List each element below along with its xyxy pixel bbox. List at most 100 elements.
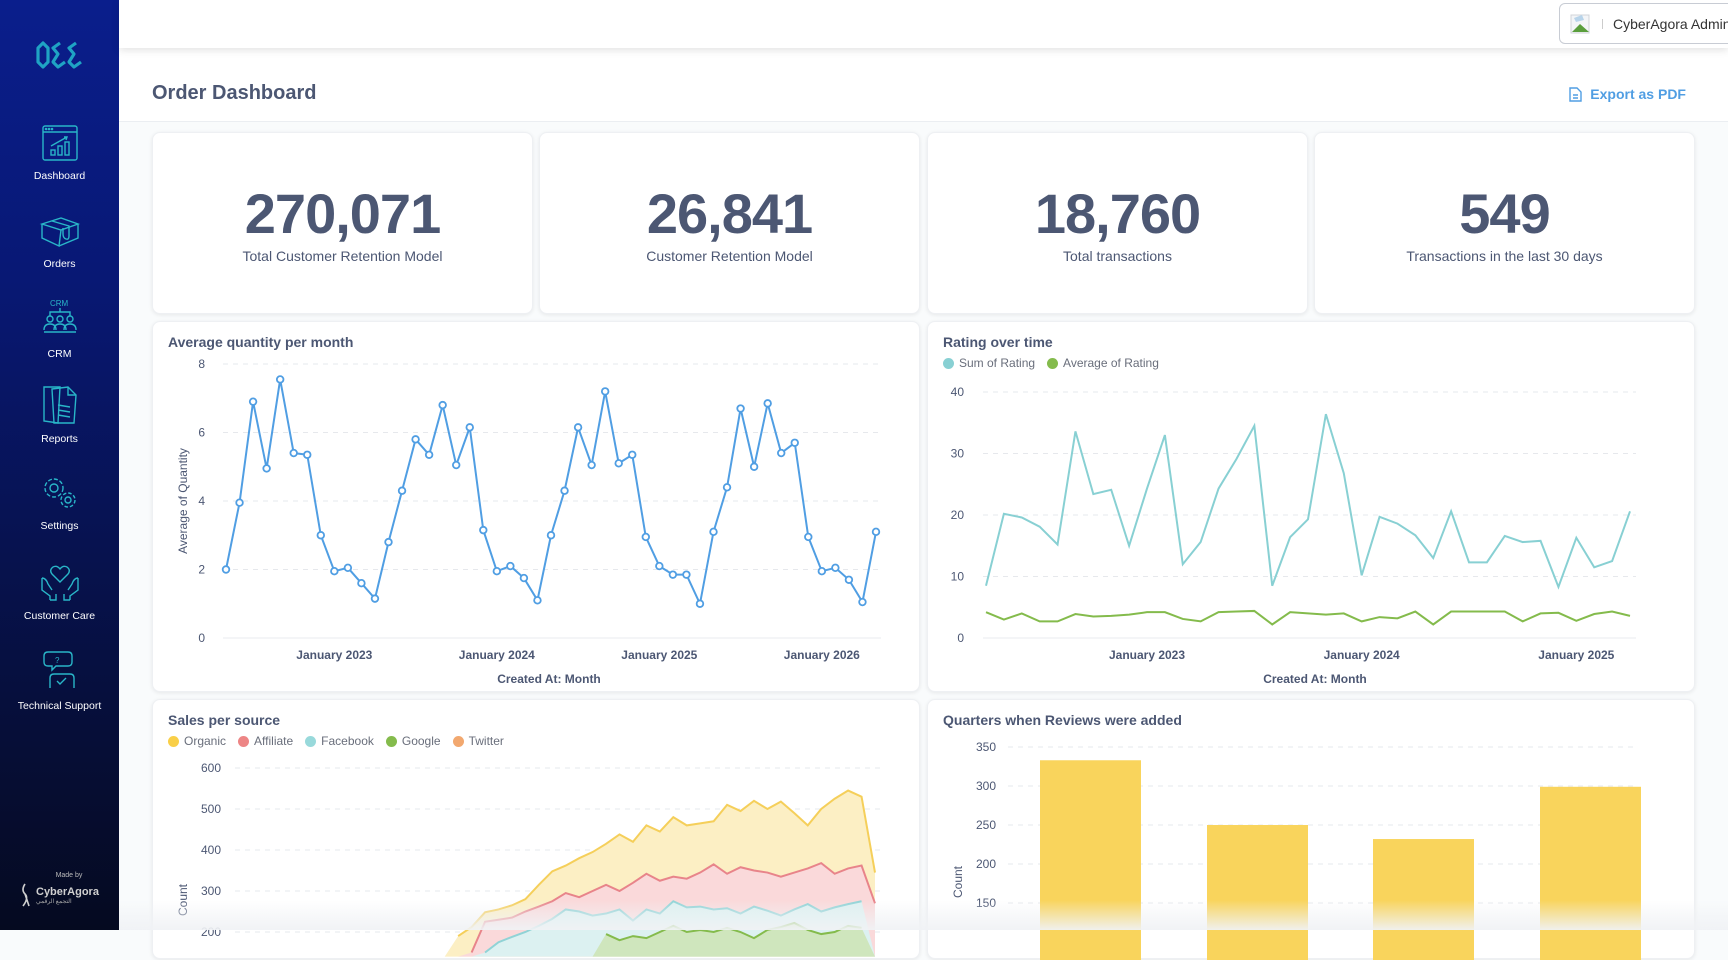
heart-hands-icon: [38, 564, 82, 602]
sidebar-item-label: Settings: [0, 520, 119, 532]
sidebar-item-dashboard[interactable]: Dashboard: [0, 124, 119, 182]
data-point: [358, 580, 365, 587]
x-tick-label: January 2024: [1324, 648, 1400, 662]
y-axis-label: Count: [951, 865, 965, 898]
data-point: [521, 575, 528, 582]
y-tick-label: 200: [976, 857, 996, 871]
data-point: [859, 599, 866, 606]
sidebar-item-label: Technical Support: [0, 700, 119, 712]
data-point: [277, 376, 284, 383]
stat-card[interactable]: 270,071 Total Customer Retention Model: [152, 132, 533, 314]
y-tick-label: 350: [976, 740, 996, 754]
y-tick-label: 0: [198, 631, 205, 645]
data-point: [385, 539, 392, 546]
data-point: [317, 532, 324, 539]
data-point: [480, 527, 487, 534]
data-point: [629, 451, 636, 458]
data-point: [399, 487, 406, 494]
stat-card[interactable]: 26,841 Customer Retention Model: [539, 132, 920, 314]
y-tick-label: 20: [951, 508, 965, 522]
y-tick-label: 6: [198, 426, 205, 440]
document-icon: [1569, 87, 1582, 102]
box-icon: [39, 214, 81, 250]
sidebar-item-customer-care[interactable]: Customer Care: [0, 564, 119, 622]
top-bar: CyberAgora Admin: [119, 0, 1728, 48]
sidebar-item-label: Customer Care: [0, 610, 119, 622]
reports-icon: [40, 385, 80, 425]
data-point: [805, 534, 812, 541]
user-name: CyberAgora Admin: [1613, 16, 1728, 32]
data-point: [345, 564, 352, 571]
data-point: [426, 451, 433, 458]
data-point: [724, 484, 731, 491]
svg-text:?: ?: [55, 656, 60, 665]
stat-label: Transactions in the last 30 days: [1315, 248, 1694, 264]
data-point: [466, 424, 473, 431]
sidebar-item-technical-support[interactable]: ? Technical Support: [0, 650, 119, 712]
oss-logo[interactable]: [36, 40, 84, 70]
y-tick-label: 4: [198, 494, 205, 508]
series-line-average-of-rating: [986, 611, 1630, 625]
data-point: [615, 460, 622, 467]
data-point: [683, 571, 690, 578]
stat-value: 270,071: [153, 181, 532, 246]
data-point: [223, 566, 230, 573]
data-point: [439, 402, 446, 409]
cyberagora-logo-icon: [18, 882, 32, 908]
data-point: [819, 568, 826, 575]
stat-card[interactable]: 18,760 Total transactions: [927, 132, 1308, 314]
series-line-sum-of-rating: [986, 414, 1630, 587]
x-tick-label: January 2025: [1538, 648, 1614, 662]
y-tick-label: 0: [957, 631, 964, 645]
stat-label: Total Customer Retention Model: [153, 248, 532, 264]
stat-label: Customer Retention Model: [540, 248, 919, 264]
data-point: [873, 529, 880, 536]
bar-q1: [1040, 760, 1141, 960]
y-tick-label: 300: [976, 779, 996, 793]
data-point: [548, 532, 555, 539]
y-tick-label: 2: [198, 563, 205, 577]
y-tick-label: 250: [976, 818, 996, 832]
data-point: [494, 568, 501, 575]
bar-q3: [1373, 839, 1474, 960]
data-point: [263, 465, 270, 472]
data-point: [588, 462, 595, 469]
stat-label: Total transactions: [928, 248, 1307, 264]
data-point: [751, 463, 758, 470]
data-point: [561, 487, 568, 494]
sidebar-item-settings[interactable]: Settings: [0, 474, 119, 532]
dashboard-icon: [41, 124, 79, 162]
stat-card[interactable]: 549 Transactions in the last 30 days: [1314, 132, 1695, 314]
sidebar-item-orders[interactable]: Orders: [0, 214, 119, 270]
data-point: [331, 568, 338, 575]
y-axis-label: Average of Quantity: [176, 448, 190, 554]
export-label: Export as PDF: [1590, 86, 1686, 102]
stat-value: 26,841: [540, 181, 919, 246]
data-point: [290, 450, 297, 457]
sidebar-item-crm[interactable]: CRM CRM: [0, 298, 119, 360]
broken-image-icon: [1570, 12, 1592, 36]
sidebar-item-label: Orders: [0, 258, 119, 270]
y-tick-label: 500: [201, 802, 221, 816]
x-tick-label: January 2024: [459, 648, 535, 662]
data-point: [710, 529, 717, 536]
sidebar-item-reports[interactable]: Reports: [0, 385, 119, 445]
data-point: [846, 576, 853, 583]
x-axis-label: Created At: Month: [497, 672, 601, 686]
data-point: [642, 534, 649, 541]
y-tick-label: 200: [201, 925, 221, 939]
svg-text:CRM: CRM: [50, 299, 69, 308]
export-pdf-button[interactable]: Export as PDF: [1569, 86, 1686, 102]
user-menu-button[interactable]: CyberAgora Admin: [1559, 3, 1728, 44]
sales-card[interactable]: Sales per source Organic Affiliate Faceb…: [152, 699, 920, 959]
data-point: [832, 564, 839, 571]
data-point: [304, 451, 311, 458]
x-tick-label: January 2025: [621, 648, 697, 662]
rating-card[interactable]: Rating over time Sum of Rating Average o…: [927, 321, 1695, 692]
